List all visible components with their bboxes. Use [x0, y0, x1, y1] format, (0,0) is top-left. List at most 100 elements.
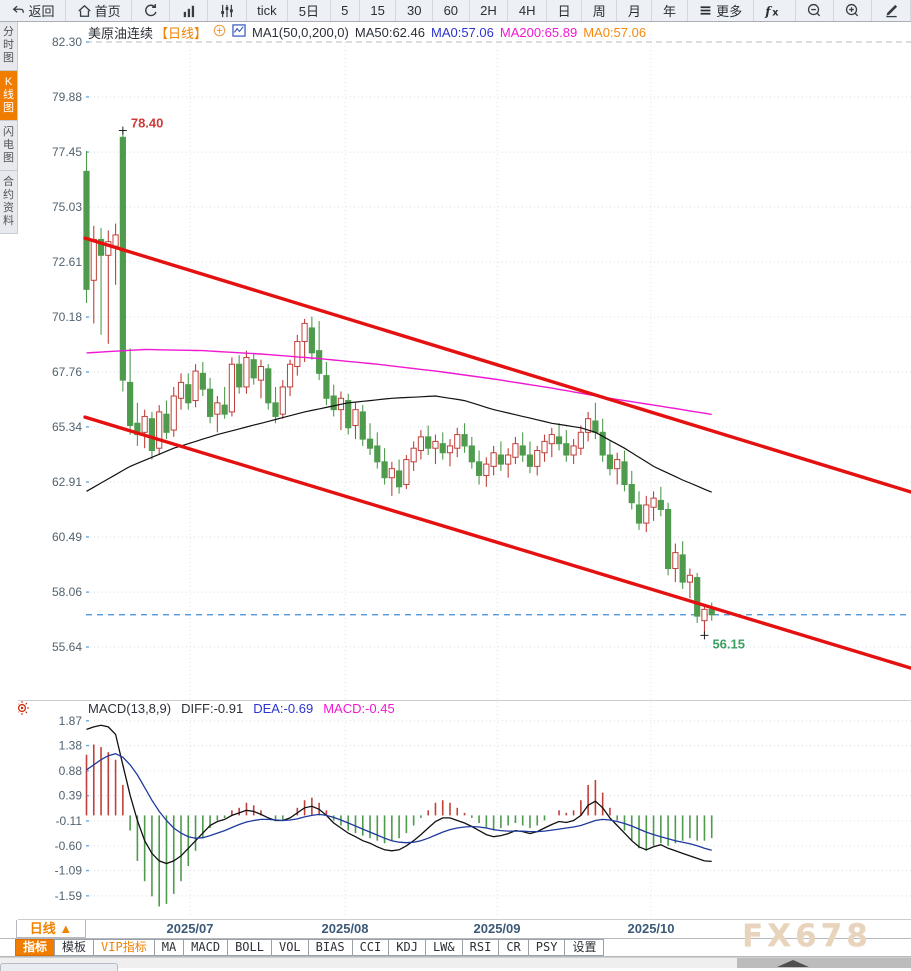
ma200-line	[86, 348, 712, 416]
tab-rsi[interactable]: RSI	[461, 939, 500, 956]
tab-bias[interactable]: BIAS	[307, 939, 353, 956]
sidebar-tab-contract-info[interactable]: 合约资料	[0, 171, 18, 234]
candle-body	[665, 508, 672, 569]
indicator-tabs-row: 指标 模板 VIP指标 MA MACD BOLL VOL BIAS CCI KDJ LW& RSI CR…	[15, 939, 605, 956]
toolbar-item-label: 60	[443, 3, 459, 18]
price-axis-label: 77.45	[52, 145, 82, 159]
candle-body	[148, 418, 156, 451]
candle-body	[83, 170, 90, 290]
macd-dea-line	[86, 753, 712, 851]
draw-button[interactable]	[872, 0, 911, 21]
period-5-button[interactable]: 5	[331, 0, 360, 21]
period-4h-button[interactable]: 4H	[508, 0, 548, 21]
scrollbar-thumb[interactable]	[737, 958, 911, 968]
add-watch-icon[interactable]	[213, 24, 226, 40]
price-axis-label: 70.18	[52, 310, 82, 324]
candle-body	[461, 434, 468, 447]
tab-vip-indicators[interactable]: VIP指标	[93, 939, 155, 956]
chart-style-button[interactable]	[208, 0, 247, 21]
period-day-button[interactable]: 日	[547, 0, 583, 21]
price-axis-label: 82.30	[52, 35, 82, 49]
period-5d-button[interactable]: 5日	[288, 0, 331, 21]
candle-body	[214, 402, 221, 415]
chart-type-button[interactable]	[170, 0, 209, 21]
tab-templates[interactable]: 模板	[54, 939, 95, 956]
tab-psy[interactable]: PSY	[527, 939, 566, 956]
candle-body	[192, 370, 199, 402]
candle-body	[403, 459, 410, 486]
scrollbar-up-arrow-icon	[777, 960, 809, 967]
trendline	[83, 415, 911, 670]
candle-body	[548, 434, 555, 445]
ma50-line	[86, 395, 712, 493]
band-divider	[0, 938, 911, 939]
symbol-name: 美原油连续	[88, 25, 154, 41]
candle-body	[468, 445, 475, 463]
tab-cci[interactable]: CCI	[351, 939, 390, 956]
price-chart-header: 美原油连续 【日线】 MA1(50,0,200,0) MA50:62.46 MA0…	[88, 24, 647, 41]
period-30-button[interactable]: 30	[396, 0, 434, 21]
candle-body	[417, 436, 425, 451]
price-axis-label: 62.91	[52, 475, 82, 489]
tab-kdj[interactable]: KDJ	[388, 939, 426, 956]
period-tick-button[interactable]: tick	[247, 0, 289, 21]
tab-vol[interactable]: VOL	[270, 939, 309, 956]
period-month-button[interactable]: 月	[617, 0, 653, 21]
candle-body	[643, 504, 650, 524]
candle-body	[439, 443, 446, 454]
sidebar-tab-lightning-chart[interactable]: 闪电图	[0, 121, 18, 171]
candle-body	[381, 461, 388, 479]
indicator-chart-icon[interactable]	[232, 24, 246, 40]
zoom-out-button[interactable]	[796, 0, 834, 21]
period-60-button[interactable]: 60	[433, 0, 470, 21]
more-button[interactable]: 更多	[688, 0, 754, 21]
tab-macd[interactable]: MACD	[183, 939, 229, 956]
tab-lw[interactable]: LW&	[424, 939, 463, 956]
tab-cr[interactable]: CR	[498, 939, 529, 956]
candle-body	[105, 241, 112, 256]
period-week-button[interactable]: 周	[582, 0, 618, 21]
candle-body	[345, 400, 352, 429]
tabs-bottom-divider	[0, 956, 911, 957]
price-axis-label: 72.61	[52, 255, 82, 269]
candle-body	[701, 608, 708, 622]
menu-icon	[698, 4, 713, 17]
bottom-left-partial-tab[interactable]	[0, 963, 118, 971]
zoom-in-button[interactable]	[834, 0, 873, 21]
tab-indicators[interactable]: 指标	[15, 939, 56, 956]
candle-body	[301, 322, 308, 343]
candle-body	[599, 431, 606, 456]
period-year-button[interactable]: 年	[652, 0, 688, 21]
refresh-icon	[143, 3, 159, 18]
tab-boll[interactable]: BOLL	[227, 939, 272, 956]
tab-ma[interactable]: MA	[153, 939, 185, 956]
candle-body	[359, 411, 366, 440]
period-selector-button[interactable]: 日线 ▲	[16, 920, 86, 938]
tab-settings[interactable]: 设置	[564, 939, 605, 956]
home-button[interactable]: 首页	[66, 0, 133, 21]
candle-body	[672, 552, 679, 569]
toolbar-item-label: 5	[341, 3, 349, 18]
candle-body	[679, 554, 686, 583]
sidebar-tab-time-chart[interactable]: 分时图	[0, 21, 18, 71]
period-2h-button[interactable]: 2H	[470, 0, 509, 21]
month-label: 2025/10	[627, 921, 675, 936]
candle-body	[243, 356, 250, 388]
refresh-button[interactable]	[132, 0, 171, 21]
candle-body	[490, 452, 497, 467]
candle-body	[206, 388, 214, 417]
toolbar-item-label: 年	[663, 4, 677, 19]
candle-body	[425, 436, 432, 449]
candle-body	[570, 445, 577, 456]
macd-axis-label: 1.87	[59, 714, 83, 728]
price-axis-label: 55.64	[52, 640, 82, 654]
high-annotation: 78.40	[131, 116, 164, 131]
back-button[interactable]: 返回	[0, 0, 67, 21]
ma0-orange-value: MA0:57.06	[583, 24, 647, 40]
period-15-button[interactable]: 15	[360, 0, 397, 21]
price-axis-label: 75.03	[52, 200, 82, 214]
